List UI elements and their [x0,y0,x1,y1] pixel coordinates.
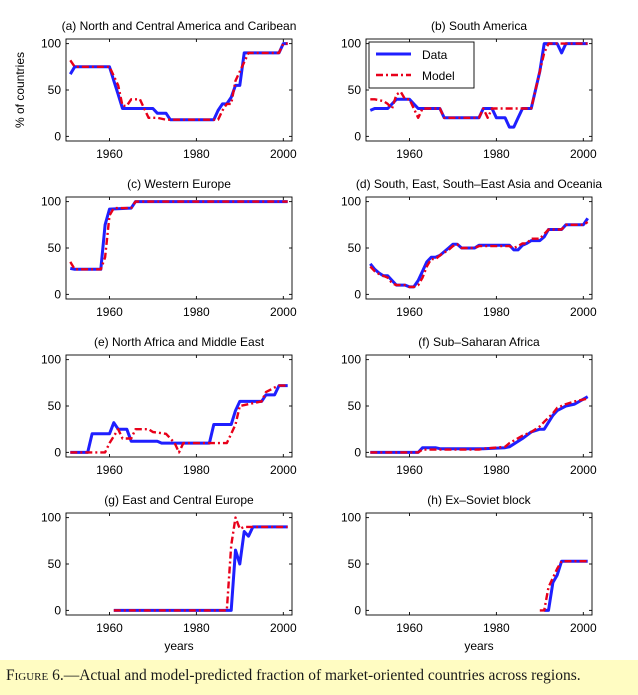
series-line-model [69,200,288,271]
panel-1: (a) North and Central America and Caribe… [41,19,297,161]
x-tick-label: 1980 [183,463,210,477]
panel-8: (h) Ex–Soviet block 1960 1980 2000 0 50 100 yea… [341,493,597,653]
panel-3: (c) Western Europe 1960 1980 2000 0 50 100 [41,177,297,319]
caption-highlight [0,660,638,695]
y-tick-label: 100 [41,37,61,51]
series-line-model [70,384,288,454]
x-tick-label: 2000 [570,147,597,161]
panel-title: (b) South America [431,19,527,33]
series-line-data [544,559,588,612]
x-tick-label: 1960 [96,305,123,319]
y-tick-label: 0 [354,445,361,459]
x-tick-label: 1960 [96,621,123,635]
panel-title: (d) South, East, South–East Asia and Oce… [356,177,602,191]
y-tick-label: 0 [54,445,61,459]
legend-box [368,41,475,89]
y-tick-label: 0 [54,603,61,617]
y-tick-label: 100 [41,511,61,525]
y-tick-label: 100 [341,37,361,51]
panel-title: (c) Western Europe [127,177,231,191]
x-tick-label: 1960 [396,305,423,319]
y-tick-label: 0 [54,129,61,143]
y-tick-label: 50 [48,557,62,571]
series-line-data [113,525,288,612]
y-tick-label: 50 [348,399,362,413]
y-axis-label: % of countries [13,52,27,128]
plot-frame [65,196,293,300]
series-line-model [370,397,588,454]
x-tick-label: 2000 [570,463,597,477]
x-tick-label: 1980 [183,147,210,161]
x-tick-label: 2000 [270,621,297,635]
y-tick-label: 50 [48,399,62,413]
y-tick-label: 0 [354,603,361,617]
series-line-data [369,217,589,289]
panel-title: (f) Sub–Saharan Africa [418,335,540,349]
y-tick-label: 0 [354,287,361,301]
panel-title: (a) North and Central America and Caribe… [62,19,297,33]
panel-6: (f) Sub–Saharan Africa 1960 1980 2000 0 50 100 [341,335,597,477]
series-line-model [370,42,588,120]
x-tick-label: 1980 [483,305,510,319]
panel-title: (h) Ex–Soviet block [427,493,531,507]
x-axis-label: years [464,639,493,653]
figure-caption: Figure 6.—Actual and model-predicted fra… [6,667,636,685]
legend-label-data: Data [422,48,448,62]
y-tick-label: 0 [354,129,361,143]
series-line-model [69,42,288,121]
figure-svg: (a) North and Central America and Caribe… [13,19,602,653]
plot-frame [365,354,593,458]
panel-title: (g) East and Central Europe [104,493,254,507]
x-tick-label: 1960 [96,463,123,477]
y-tick-label: 100 [41,195,61,209]
x-tick-label: 2000 [570,621,597,635]
x-tick-label: 1980 [483,147,510,161]
panel-2: (b) South America 1960 1980 2000 0 50 100 Data M… [341,19,597,161]
y-tick-label: 50 [348,557,362,571]
x-axis-label: years [164,639,193,653]
caption-label: Figure 6. [6,667,64,684]
x-tick-label: 1980 [483,463,510,477]
x-tick-label: 1960 [396,621,423,635]
series-line-data [370,395,589,454]
plot-frame [365,512,593,616]
panel-5: (e) North Africa and Middle East 1960 1980… [41,335,297,477]
series-line-data [69,200,288,271]
x-tick-label: 1960 [396,147,423,161]
x-tick-label: 1960 [96,147,123,161]
panel-4: (d) South, East, South–East Asia and Oce… [341,177,602,319]
y-tick-label: 100 [341,353,361,367]
series-line-model [539,560,588,612]
x-tick-label: 1960 [396,463,423,477]
y-tick-label: 50 [348,83,362,97]
caption-text: —Actual and model-predicted fraction of … [63,667,581,684]
panel-7: (g) East and Central Europe 1960 1980 2000 0… [41,493,297,653]
legend-label-model: Model [422,69,455,83]
x-tick-label: 2000 [270,147,297,161]
series-line-data [69,42,288,122]
y-tick-label: 100 [41,353,61,367]
y-tick-label: 0 [54,287,61,301]
series-line-model [369,220,589,289]
y-tick-label: 50 [348,241,362,255]
series-line-model [113,516,288,612]
y-tick-label: 100 [341,195,361,209]
series-line-data [70,384,288,454]
x-tick-label: 1980 [183,305,210,319]
x-tick-label: 2000 [570,305,597,319]
x-tick-label: 1980 [183,621,210,635]
x-tick-label: 2000 [270,305,297,319]
legend: Data Model [368,41,475,89]
x-tick-label: 1980 [483,621,510,635]
y-tick-label: 100 [341,511,361,525]
y-tick-label: 50 [48,83,62,97]
panel-title: (e) North Africa and Middle East [94,335,265,349]
x-tick-label: 2000 [270,463,297,477]
y-tick-label: 50 [48,241,62,255]
